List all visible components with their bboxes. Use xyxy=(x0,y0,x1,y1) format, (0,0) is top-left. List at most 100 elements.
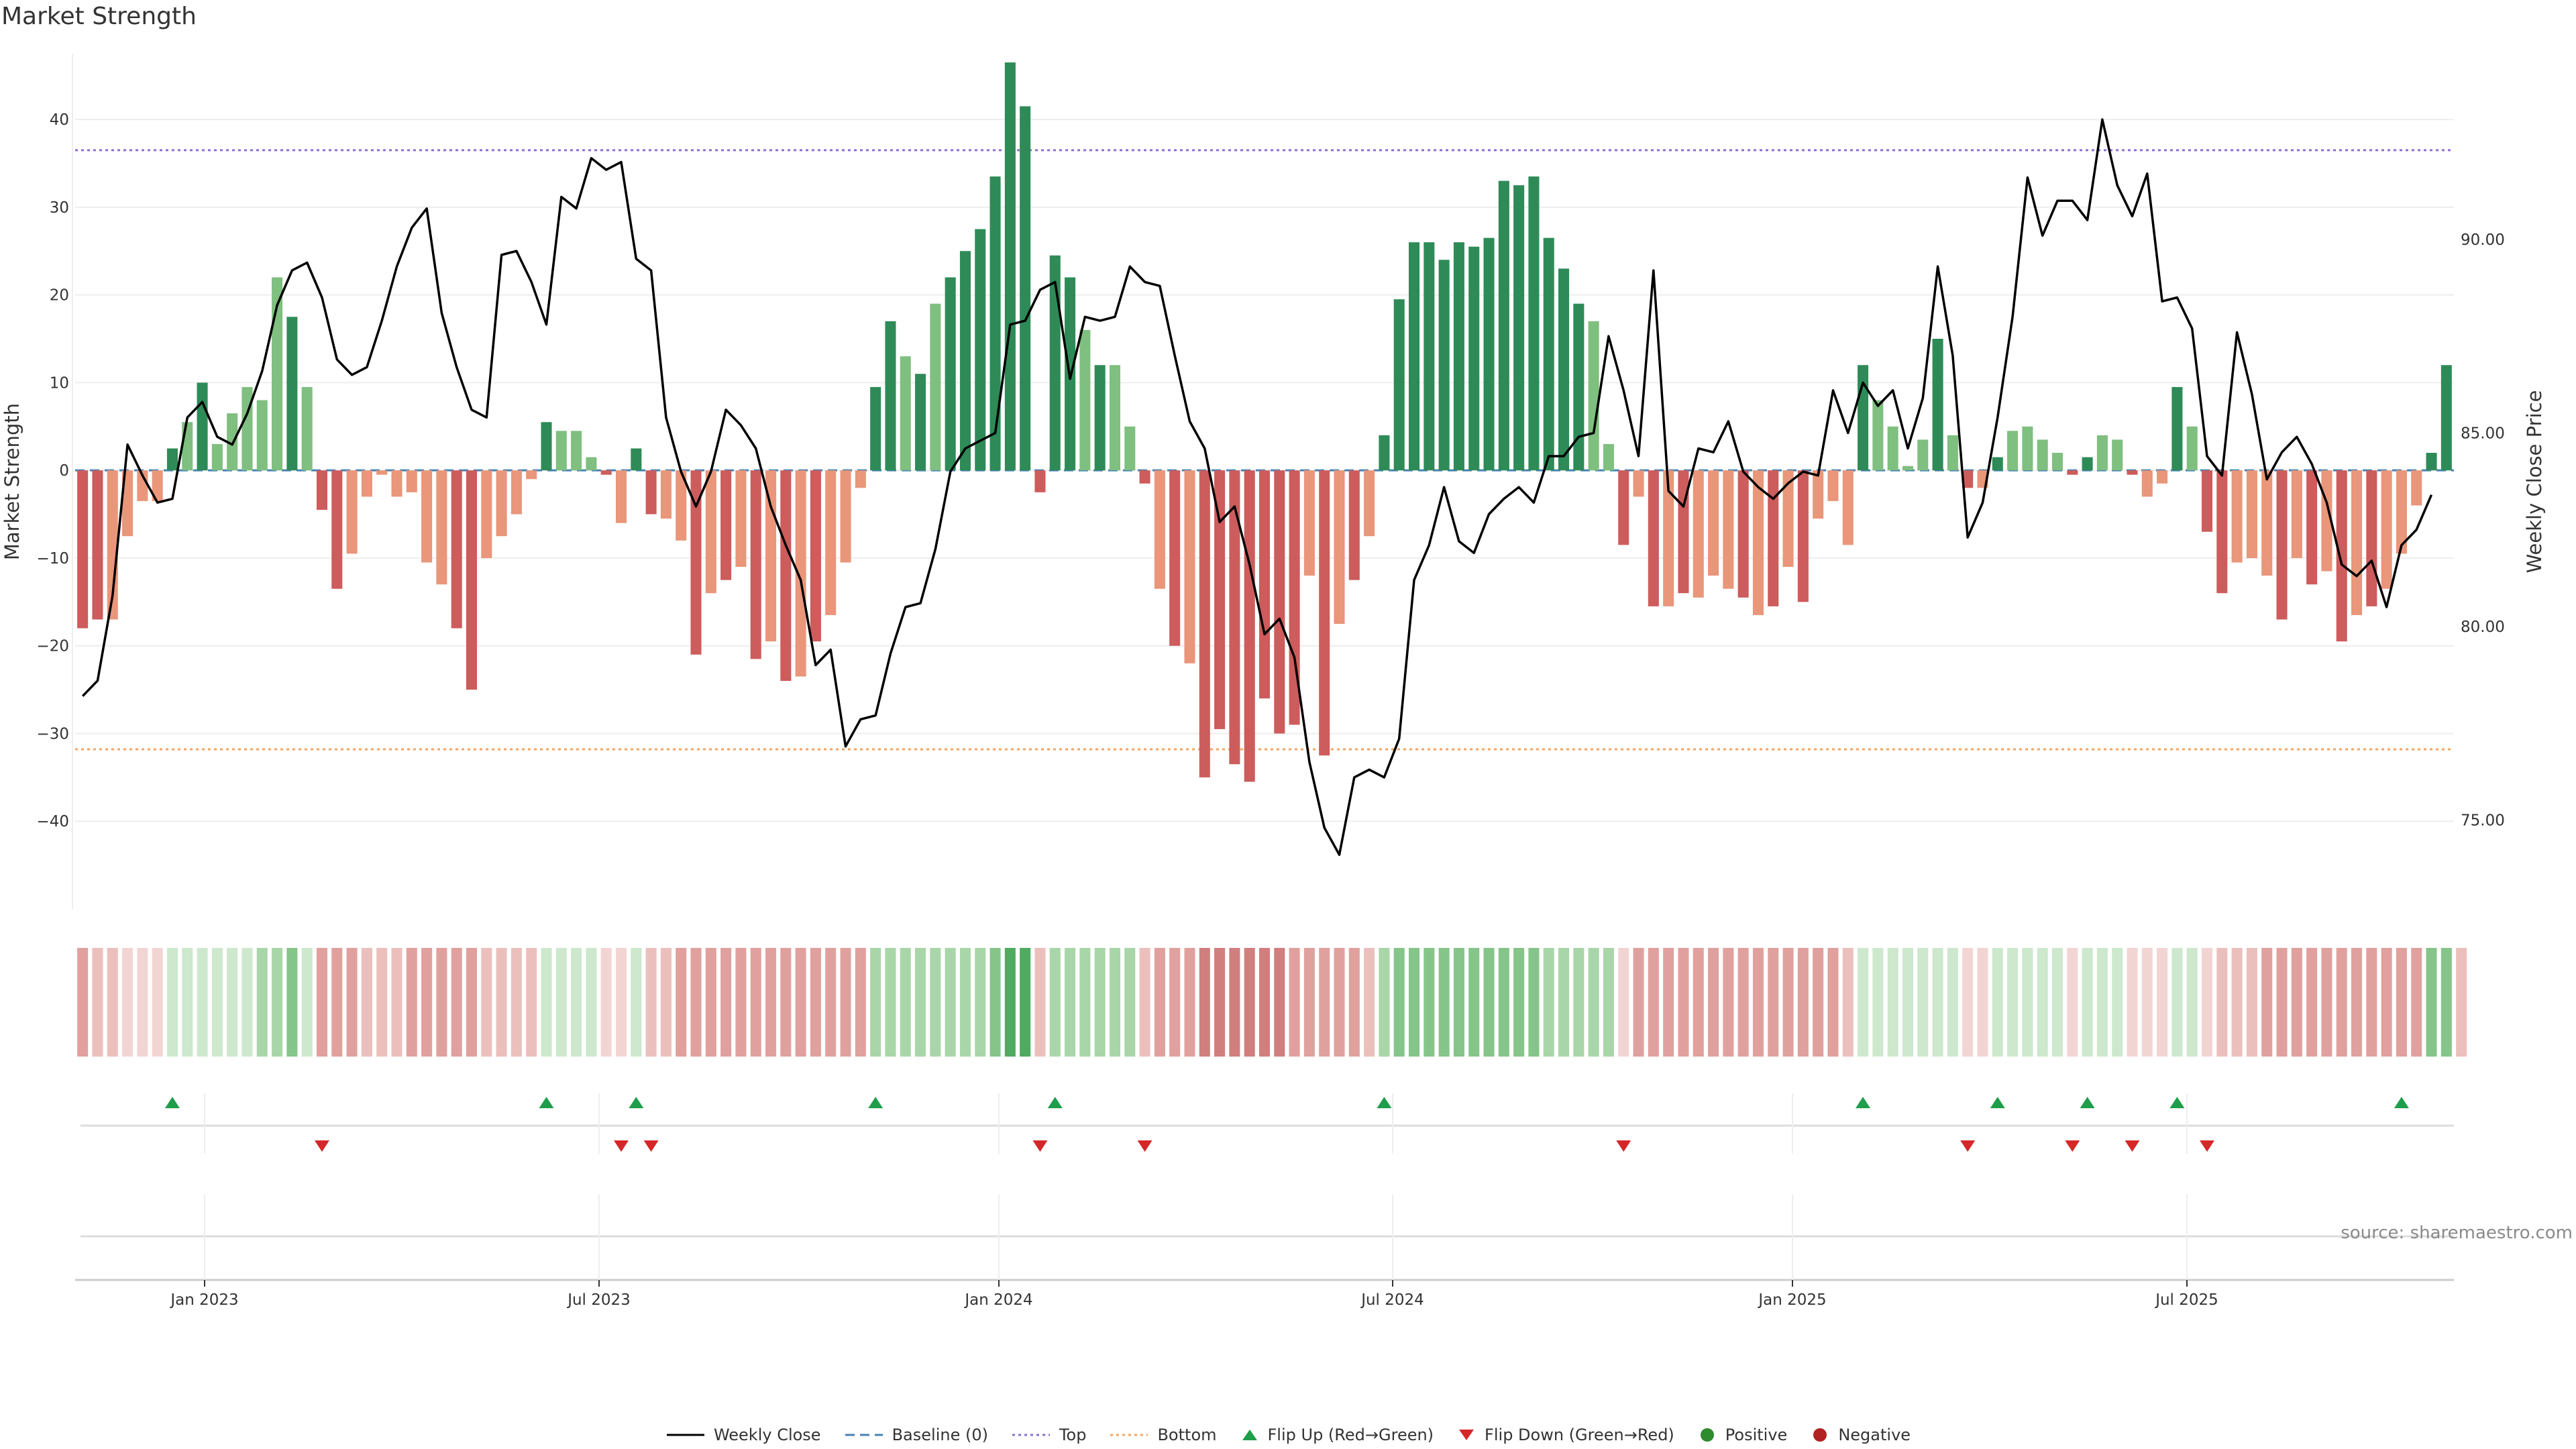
heat-cell xyxy=(1139,948,1150,1057)
legend-label: Positive xyxy=(1725,1426,1788,1444)
strength-bar xyxy=(2051,453,2063,471)
strength-bar xyxy=(391,470,402,497)
strength-bar xyxy=(1199,470,1210,777)
heat-cell xyxy=(1184,948,1195,1057)
strength-bar xyxy=(600,470,612,475)
heat-cell xyxy=(780,948,792,1057)
strength-bar xyxy=(855,470,866,488)
heat-cell xyxy=(2351,948,2363,1057)
y-tick-label: −10 xyxy=(36,550,69,568)
triangle-up-icon xyxy=(1240,1427,1260,1443)
strength-bar xyxy=(481,470,492,558)
flip-markers xyxy=(80,1097,2454,1238)
strength-bar xyxy=(2411,470,2422,506)
heat-cell xyxy=(915,948,926,1057)
strength-bar xyxy=(1633,470,1644,497)
heat-cell xyxy=(795,948,806,1057)
flip-up-marker xyxy=(1377,1097,1392,1108)
heat-cell xyxy=(2186,948,2198,1057)
heat-cell xyxy=(810,948,821,1057)
heat-cell xyxy=(2276,948,2288,1057)
strength-bar xyxy=(1693,470,1704,598)
y-tick-label: 30 xyxy=(50,199,69,217)
strength-bar xyxy=(1663,470,1674,606)
heat-cell xyxy=(735,948,747,1057)
flip-down-marker xyxy=(314,1140,329,1152)
heat-cell xyxy=(1334,948,1345,1057)
heat-cell xyxy=(2396,948,2407,1057)
strength-bar xyxy=(1004,62,1016,471)
heat-cell xyxy=(2291,948,2302,1057)
heat-cell xyxy=(2037,948,2048,1057)
heat-cell xyxy=(2112,948,2123,1057)
strength-bar xyxy=(1020,106,1031,471)
heat-cell xyxy=(211,948,223,1057)
heat-cell xyxy=(2127,948,2138,1057)
strength-bar xyxy=(840,470,851,563)
strength-bar xyxy=(1214,470,1226,729)
legend-item: Flip Down (Green→Red) xyxy=(1456,1426,1674,1444)
strength-bar xyxy=(1154,470,1165,589)
strength-bar xyxy=(1768,470,1779,606)
heat-cell xyxy=(1244,948,1255,1057)
strength-bar xyxy=(1932,339,1943,471)
strength-bar xyxy=(930,303,941,471)
heat-cell xyxy=(2336,948,2347,1057)
heat-cell xyxy=(1079,948,1091,1057)
heat-cell xyxy=(166,948,178,1057)
strength-bar xyxy=(1797,470,1809,602)
legend-item: Flip Up (Red→Green) xyxy=(1240,1426,1434,1444)
heat-cell xyxy=(1633,948,1644,1057)
heat-cell xyxy=(2216,948,2228,1057)
heat-cell xyxy=(1199,948,1210,1057)
strength-bar xyxy=(2082,457,2093,471)
y2-tick-label: 90.00 xyxy=(2461,231,2505,249)
heat-cell xyxy=(1723,948,1734,1057)
heat-cell xyxy=(1303,948,1315,1057)
strength-bar xyxy=(1782,470,1794,567)
heat-cell xyxy=(765,948,777,1057)
price-line-layer xyxy=(81,118,2433,856)
strength-bar xyxy=(780,470,792,681)
strength-bar xyxy=(1348,470,1360,580)
strength-bar xyxy=(1244,470,1255,782)
heat-cell xyxy=(526,948,537,1057)
strength-bar xyxy=(645,470,657,515)
strength-bar xyxy=(376,470,388,475)
heat-cell xyxy=(1438,948,1450,1057)
strength-bar xyxy=(1139,470,1150,484)
heat-cell xyxy=(676,948,687,1057)
strength-bar xyxy=(361,470,372,497)
strength-bar xyxy=(152,470,163,501)
strength-bar xyxy=(2096,435,2108,471)
y-tick-label: −40 xyxy=(36,813,69,830)
strength-bar xyxy=(2246,470,2257,558)
strength-bar xyxy=(1424,242,1435,471)
heat-cell xyxy=(1902,948,1914,1057)
strength-bar xyxy=(915,374,926,471)
strength-bar xyxy=(631,448,642,471)
y2-tick-label: 80.00 xyxy=(2461,619,2505,636)
strength-bar xyxy=(1962,470,1974,488)
strength-bar xyxy=(1603,443,1614,471)
strength-bar xyxy=(2291,470,2302,558)
triangle-down-icon xyxy=(1456,1427,1477,1443)
strength-bar xyxy=(1813,470,1824,519)
strength-bar xyxy=(346,470,358,554)
flip-down-marker xyxy=(614,1140,629,1152)
heat-cell xyxy=(2306,948,2318,1057)
strength-bar xyxy=(690,470,702,655)
heat-cell xyxy=(2171,948,2183,1057)
strength-bar xyxy=(331,470,343,589)
heat-cell xyxy=(930,948,941,1057)
y2-tick-label: 85.00 xyxy=(2461,425,2505,442)
heat-cell xyxy=(1169,948,1181,1057)
heat-cell xyxy=(2022,948,2033,1057)
heat-cell xyxy=(631,948,642,1057)
heat-cell xyxy=(1274,948,1285,1057)
strength-bar xyxy=(1588,321,1599,471)
strength-bar xyxy=(1678,470,1689,594)
heat-cell xyxy=(272,948,283,1057)
circle-icon xyxy=(1697,1427,1717,1443)
strength-bar xyxy=(555,431,567,471)
